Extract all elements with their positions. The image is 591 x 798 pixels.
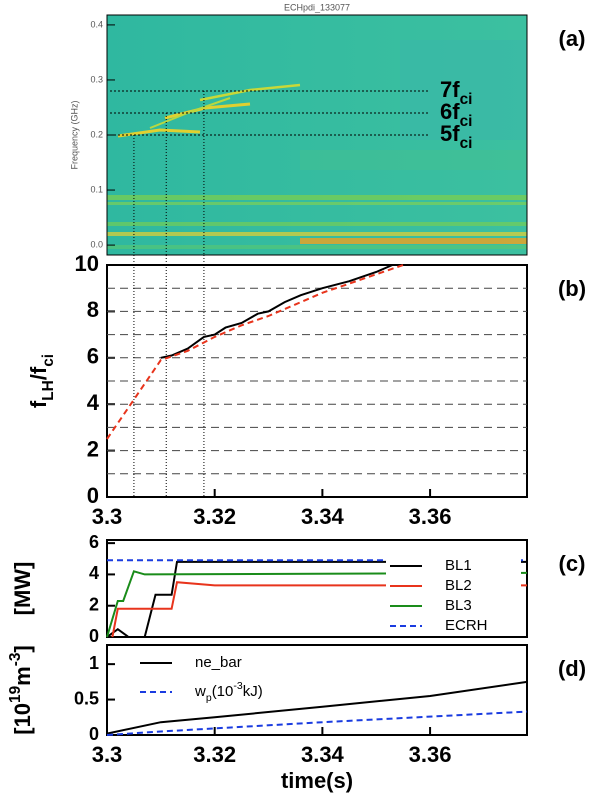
text-part: LH	[40, 380, 57, 401]
x-tick-label: 3.32	[193, 742, 236, 767]
legend-bg	[136, 683, 306, 701]
x-tick-label: 3.3	[92, 742, 123, 767]
y-axis-label: Frequency (GHz)	[69, 100, 79, 169]
legend-label: ECRH	[445, 617, 488, 634]
y-tick-label: 8	[87, 297, 99, 322]
y-tick-label: 0.1	[90, 184, 103, 194]
plot-frame	[106, 644, 528, 736]
text-part: ci	[460, 91, 473, 108]
legend-label: BL2	[445, 577, 472, 594]
y-tick-label: 0.3	[90, 74, 103, 84]
text-part: /f	[26, 366, 51, 380]
legend-label: wp(10-3kJ)	[194, 680, 263, 704]
text-part: -3	[7, 653, 24, 667]
text-part: kJ)	[243, 683, 263, 700]
y-axis-label: [1019m-3]	[7, 645, 35, 735]
text-part: ci	[460, 135, 473, 152]
text-part: f	[26, 400, 51, 408]
text-part: [10	[10, 703, 35, 735]
panel-label: (c)	[559, 551, 586, 576]
y-axis-label: fLH/fci	[26, 354, 57, 408]
x-tick-label: 3.36	[409, 742, 452, 767]
legend-bg	[136, 654, 306, 672]
harmonic-label: 7fci	[440, 77, 472, 108]
y-tick-label: 0.4	[90, 19, 103, 29]
x-tick-label: 3.3	[92, 504, 123, 529]
panel-label: (d)	[558, 656, 586, 681]
legend-bg	[386, 597, 521, 615]
y-tick-label: 10	[75, 251, 99, 276]
text-part: [MW]	[10, 562, 35, 616]
harmonic-label: 5fci	[440, 121, 472, 152]
y-tick-label: 1	[89, 653, 99, 673]
x-tick-label: 3.36	[409, 504, 452, 529]
text-part: m	[10, 666, 35, 686]
y-tick-label: 0.2	[90, 129, 103, 139]
text-part: -3	[233, 680, 242, 692]
x-tick-label: 3.34	[301, 742, 345, 767]
x-tick-label: 3.34	[301, 504, 345, 529]
text-part: ci	[460, 113, 473, 130]
y-tick-label: 0.5	[74, 688, 99, 708]
text-part: 19	[7, 686, 24, 703]
legend-label: BL1	[445, 557, 472, 574]
series-line	[160, 264, 393, 359]
y-tick-label: 0	[89, 626, 99, 646]
x-tick-label: 3.32	[193, 504, 236, 529]
legend-label: BL3	[445, 597, 472, 614]
legend-bg	[386, 557, 521, 575]
y-axis-label: [MW]	[10, 562, 35, 616]
text-part: ]	[10, 645, 35, 652]
y-tick-label: 2	[87, 436, 99, 461]
text-part: 6f	[440, 99, 460, 124]
legend-bg	[386, 617, 521, 635]
legend-bg	[386, 577, 521, 595]
panel-label: (b)	[558, 276, 586, 301]
chart-title: ECHpdi_133077	[284, 2, 350, 12]
x-axis-label: time(s)	[281, 768, 353, 793]
text-part: ci	[40, 354, 57, 367]
text-part: 7f	[440, 77, 460, 102]
text-part: w	[194, 683, 206, 700]
y-tick-label: 0.0	[90, 239, 103, 249]
plot-frame	[106, 539, 528, 638]
y-tick-label: 0	[87, 483, 99, 508]
series-line	[106, 680, 528, 735]
series-line	[106, 264, 404, 440]
y-tick-label: 0	[89, 724, 99, 744]
text-part: p	[206, 692, 212, 704]
spectrogram-image	[107, 15, 527, 255]
text-part: (10	[212, 683, 234, 700]
series-line	[106, 710, 528, 736]
y-tick-label: 4	[87, 390, 100, 415]
y-tick-label: 4	[89, 563, 99, 583]
y-tick-label: 2	[89, 594, 99, 614]
panel-label: (a)	[559, 26, 586, 51]
harmonic-label: 6fci	[440, 99, 472, 130]
text-part: 5f	[440, 121, 460, 146]
y-tick-label: 6	[87, 344, 99, 369]
legend-label: ne_bar	[195, 654, 242, 671]
series-line	[106, 560, 527, 638]
series-line	[106, 570, 528, 638]
y-tick-label: 6	[89, 532, 99, 552]
series-line	[111, 581, 527, 638]
